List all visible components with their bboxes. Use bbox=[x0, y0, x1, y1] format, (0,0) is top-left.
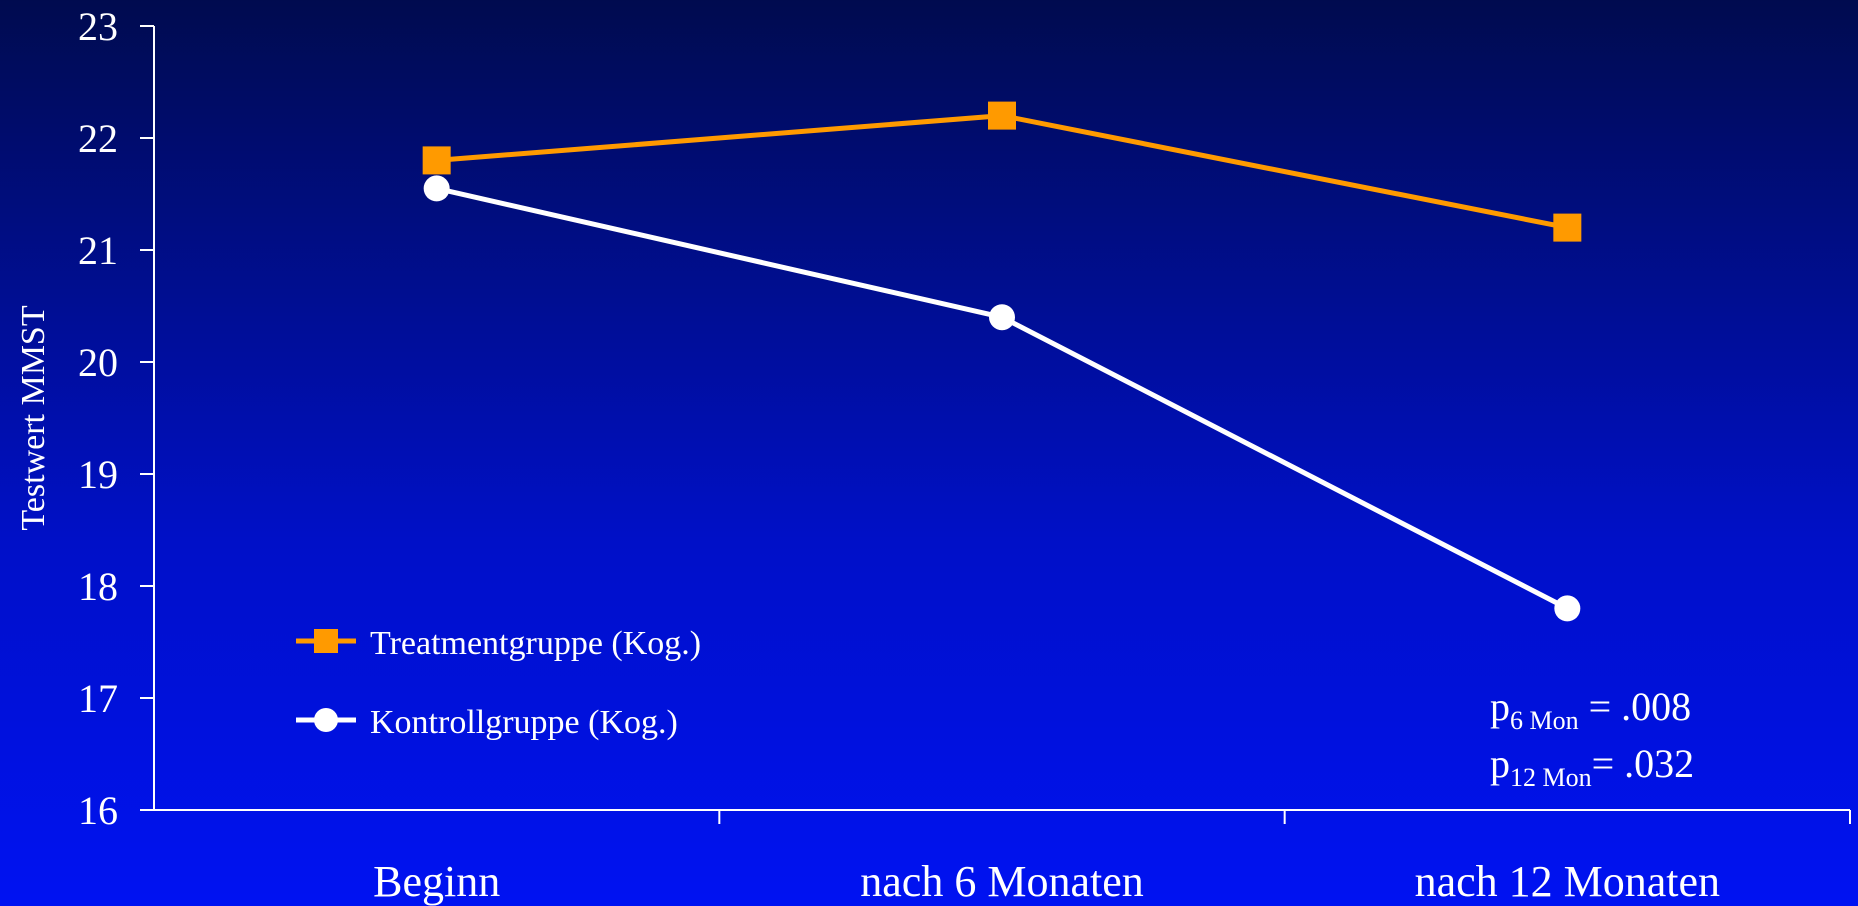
data-point-square bbox=[422, 146, 451, 175]
y-tick-label: 17 bbox=[78, 676, 118, 721]
y-tick-label: 21 bbox=[78, 228, 118, 273]
y-tick-label: 23 bbox=[78, 4, 118, 49]
x-tick-label: nach 6 Monaten bbox=[860, 857, 1143, 906]
y-ticks: 16 17 18 19 20 21 22 23 bbox=[78, 4, 154, 833]
data-point-square bbox=[1553, 213, 1582, 242]
x-ticks: Beginn nach 6 Monaten nach 12 Monaten bbox=[373, 810, 1851, 906]
legend: Treatmentgruppe (Kog.) Kontrollgruppe (K… bbox=[296, 625, 701, 741]
p-6-base: p bbox=[1490, 684, 1510, 729]
y-tick-label: 20 bbox=[78, 340, 118, 385]
y-tick-label: 18 bbox=[78, 564, 118, 609]
data-point-circle bbox=[989, 304, 1015, 331]
legend-marker-circle bbox=[314, 708, 338, 732]
p-value-6-months: p6 Mon = .008 bbox=[1490, 684, 1691, 735]
x-tick-label: Beginn bbox=[373, 857, 500, 906]
p-values: p6 Mon = .008 p12 Mon= .032 bbox=[1490, 684, 1694, 792]
legend-label-control: Kontrollgruppe (Kog.) bbox=[370, 704, 678, 741]
series-layer bbox=[422, 101, 1582, 622]
legend-item-treatment: Treatmentgruppe (Kog.) bbox=[296, 625, 701, 662]
p-6-value: = .008 bbox=[1579, 684, 1692, 729]
data-point-square bbox=[988, 101, 1016, 130]
data-point-circle bbox=[1554, 595, 1581, 622]
p-12-subscript: 12 Mon bbox=[1510, 763, 1592, 792]
p-12-value: = .032 bbox=[1592, 741, 1695, 786]
y-tick-label: 19 bbox=[78, 452, 118, 497]
series-line bbox=[436, 185, 1569, 611]
series-treatment bbox=[422, 101, 1582, 242]
y-tick-label: 16 bbox=[78, 788, 118, 833]
series-line bbox=[436, 113, 1568, 231]
legend-marker-square bbox=[314, 629, 338, 653]
legend-item-control: Kontrollgruppe (Kog.) bbox=[296, 704, 678, 741]
y-tick-label: 22 bbox=[78, 116, 118, 161]
p-12-base: p bbox=[1490, 741, 1510, 786]
data-point-circle bbox=[423, 175, 450, 202]
p-6-subscript: 6 Mon bbox=[1510, 706, 1579, 735]
series-control bbox=[423, 175, 1581, 622]
p-value-12-months: p12 Mon= .032 bbox=[1490, 741, 1694, 792]
legend-label-treatment: Treatmentgruppe (Kog.) bbox=[370, 625, 701, 662]
x-tick-label: nach 12 Monaten bbox=[1415, 857, 1720, 906]
y-axis-label: Testwert MMST bbox=[15, 305, 52, 530]
